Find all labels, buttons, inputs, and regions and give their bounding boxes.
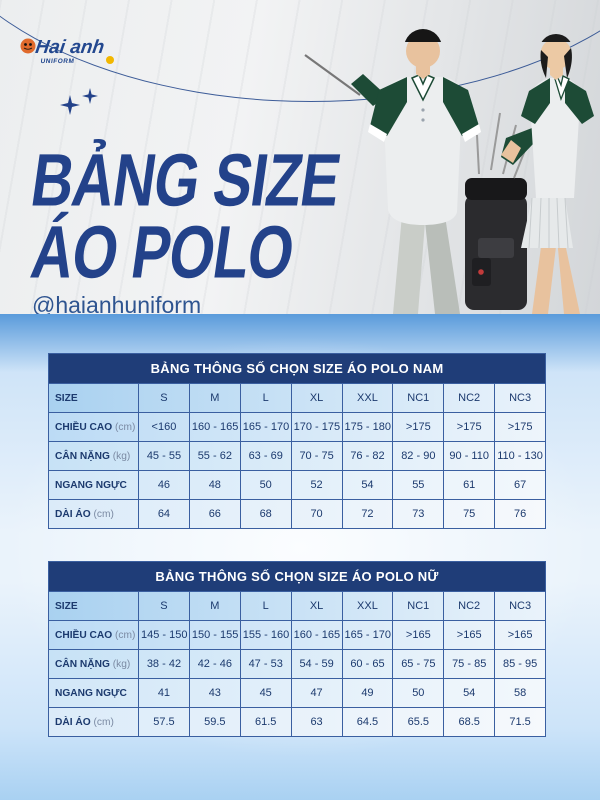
- svg-text:Hai anh: Hai anh: [34, 37, 106, 58]
- svg-text:UNIFORM: UNIFORM: [40, 58, 75, 65]
